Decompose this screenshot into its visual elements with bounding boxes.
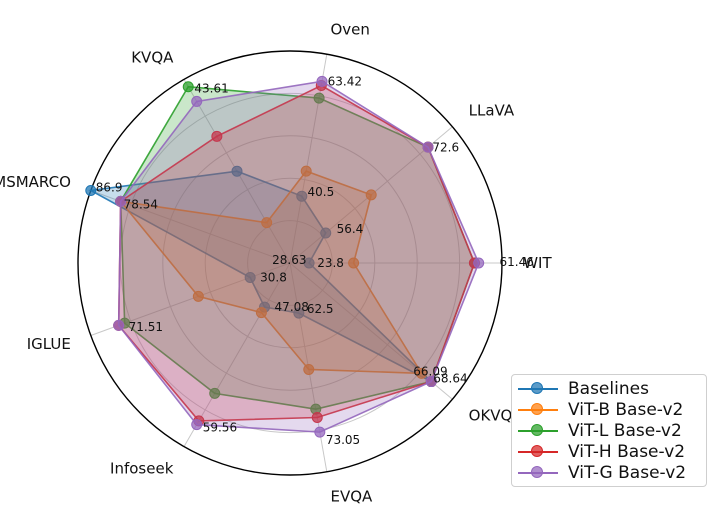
point-vit-g-base-v2-infoseek	[191, 419, 203, 431]
data-label-9: 66.09	[413, 365, 447, 379]
axis-label-wit: WIT	[523, 254, 552, 272]
point-baselines-llava	[320, 227, 332, 239]
legend-swatch-vit-l-base-v2	[518, 423, 558, 438]
legend-item-vit-l-base-v2: ViT-L Base-v2	[518, 420, 700, 441]
data-label-13: 28.63	[272, 253, 306, 267]
legend-label-vit-h-base-v2: ViT-H Base-v2	[568, 441, 686, 462]
point-vit-h-base-v2-evqa	[311, 411, 323, 423]
point-vit-l-base-v2-oven	[313, 92, 325, 104]
data-label-12: 56.4	[337, 222, 364, 236]
data-label-6: 71.51	[129, 320, 163, 334]
data-label-16: 47.08	[275, 300, 309, 314]
legend: Baselines ViT-B Base-v2 ViT-L Base-v2 ViT-H…	[511, 374, 707, 487]
legend-label-vit-b-base-v2: ViT-B Base-v2	[568, 399, 684, 420]
data-label-4: 86.9	[96, 180, 123, 194]
axis-label-iglue: IGLUE	[27, 335, 71, 353]
series-vit-g-base-v2	[113, 75, 485, 438]
series-area-baselines	[88, 170, 432, 383]
point-vit-g-base-v2-msmarco	[115, 195, 127, 207]
point-baselines-iglue	[244, 272, 256, 284]
point-vit-b-base-v2-okvqa	[416, 367, 428, 379]
data-label-8: 73.05	[326, 433, 360, 447]
axis-label-evqa: EVQA	[330, 488, 373, 506]
axis-label-infoseek: Infoseek	[110, 459, 174, 477]
point-vit-g-base-v2-oven	[316, 75, 328, 87]
point-vit-b-base-v2-iglue	[192, 290, 204, 302]
data-label-15: 30.8	[260, 271, 287, 285]
axis-label-msmarco: MSMARCO	[0, 173, 71, 191]
legend-item-vit-b-base-v2: ViT-B Base-v2	[518, 399, 700, 420]
axis-label-oven: Oven	[330, 20, 369, 38]
series-area-vit-b-base-v2	[118, 170, 424, 375]
axis-labels: WIT LLaVA Oven KVQA MSMARCO IGLUE Infoseek EVQA…	[0, 20, 552, 505]
axis-label-okvqa: OKVQA	[469, 406, 524, 424]
axis-spoke-infoseek	[183, 262, 291, 447]
legend-label-baselines: Baselines	[568, 378, 649, 399]
series-area-vit-l-base-v2	[119, 85, 476, 410]
legend-swatch-vit-h-base-v2	[518, 444, 558, 459]
point-vit-b-base-v2-kvqa	[261, 217, 273, 229]
point-vit-b-base-v2-wit	[348, 257, 360, 269]
legend-item-vit-h-base-v2: ViT-H Base-v2	[518, 441, 700, 462]
legend-swatch-baselines	[518, 381, 558, 396]
legend-swatch-vit-b-base-v2	[518, 402, 558, 417]
data-label-1: 72.6	[432, 141, 459, 155]
point-vit-g-base-v2-iglue	[113, 319, 125, 331]
point-vit-l-base-v2-kvqa	[182, 81, 194, 93]
point-vit-b-base-v2-llava	[365, 189, 377, 201]
data-label-11: 40.5	[308, 185, 335, 199]
series-baselines	[85, 165, 437, 388]
legend-swatch-vit-g-base-v2	[518, 465, 558, 480]
point-vit-b-base-v2-infoseek	[255, 307, 267, 319]
data-label-14: 23.8	[317, 256, 344, 270]
point-vit-b-base-v2-evqa	[303, 363, 315, 375]
series-area-vit-g-base-v2	[117, 80, 480, 433]
point-vit-l-base-v2-infoseek	[209, 387, 221, 399]
point-vit-g-base-v2-kvqa	[191, 95, 203, 107]
point-baselines-oven	[296, 190, 308, 202]
data-labels: 61.46 72.6 63.42 43.61 86.978.54 71.51 59.56 73…	[96, 74, 534, 447]
point-baselines-wit	[303, 257, 315, 269]
data-label-7: 59.56	[203, 421, 237, 435]
radar-series	[85, 75, 485, 438]
outer-ring	[77, 50, 503, 476]
data-label-0: 61.46	[500, 255, 534, 269]
data-label-3: 43.61	[194, 81, 228, 95]
legend-item-vit-g-base-v2: ViT-G Base-v2	[518, 462, 700, 483]
point-vit-g-base-v2-llava	[422, 141, 434, 153]
point-vit-h-base-v2-kvqa	[211, 130, 223, 142]
legend-label-vit-l-base-v2: ViT-L Base-v2	[568, 420, 682, 441]
point-vit-g-base-v2-evqa	[314, 426, 326, 438]
data-label-10: 68.64	[433, 372, 467, 386]
point-vit-b-base-v2-oven	[300, 165, 312, 177]
point-baselines-msmarco	[85, 184, 97, 196]
legend-item-baselines: Baselines	[518, 378, 700, 399]
legend-label-vit-g-base-v2: ViT-G Base-v2	[568, 462, 687, 483]
data-label-17: 62.5	[307, 302, 334, 316]
point-vit-g-base-v2-wit	[473, 257, 485, 269]
axis-label-kvqa: KVQA	[131, 49, 174, 67]
point-baselines-kvqa	[231, 165, 243, 177]
point-baselines-evqa	[293, 307, 305, 319]
data-label-2: 63.42	[328, 74, 362, 88]
data-label-5: 78.54	[124, 198, 158, 212]
axis-label-llava: LLaVA	[469, 102, 515, 120]
point-vit-g-base-v2-okvqa	[425, 376, 437, 388]
